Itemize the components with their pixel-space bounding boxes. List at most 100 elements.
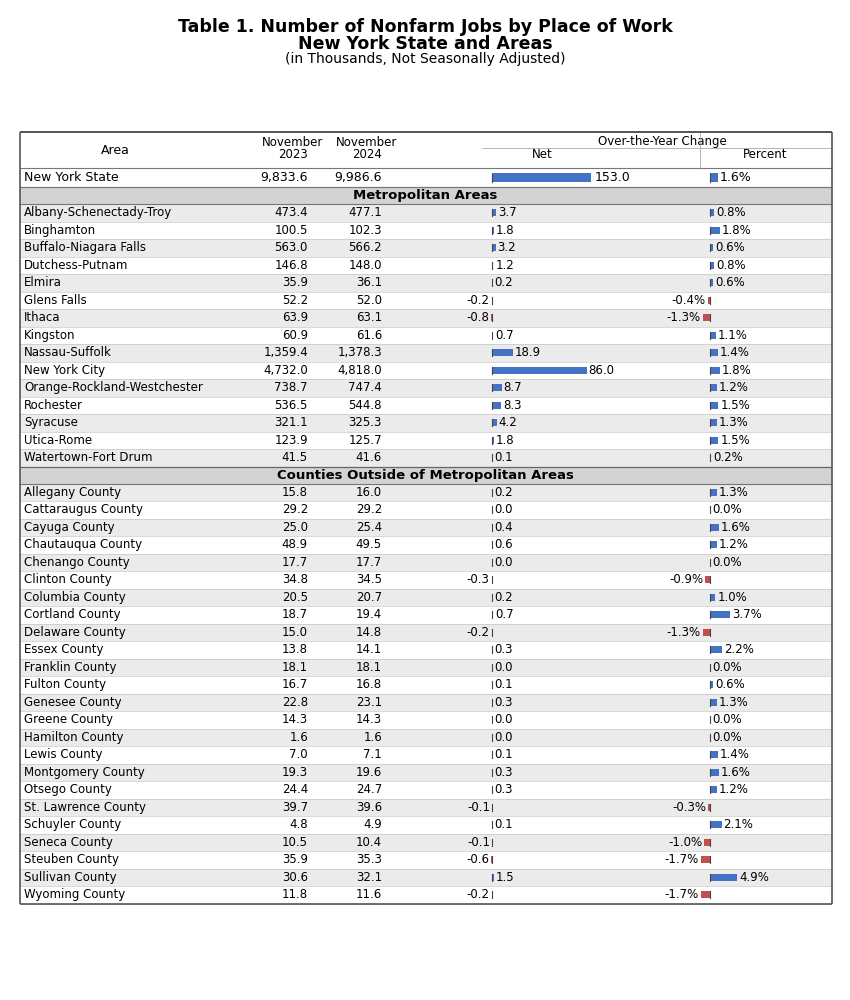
Text: 0.4: 0.4 <box>495 521 513 534</box>
Text: Lewis County: Lewis County <box>24 748 103 761</box>
Bar <box>710 646 722 653</box>
Bar <box>492 437 494 444</box>
Text: 18.9: 18.9 <box>515 346 541 359</box>
Bar <box>710 437 718 444</box>
Bar <box>20 536 832 554</box>
Bar <box>492 874 494 881</box>
Text: 63.1: 63.1 <box>356 311 382 324</box>
Text: 0.7: 0.7 <box>495 608 513 621</box>
Text: 16.0: 16.0 <box>356 486 382 499</box>
Text: 146.8: 146.8 <box>275 259 308 272</box>
Text: -0.6: -0.6 <box>467 853 490 866</box>
Bar <box>710 769 719 776</box>
Text: 321.1: 321.1 <box>275 416 308 429</box>
Text: Allegany County: Allegany County <box>24 486 121 499</box>
Text: 16.7: 16.7 <box>281 678 308 691</box>
Text: Glens Falls: Glens Falls <box>24 294 87 307</box>
Text: Montgomery County: Montgomery County <box>24 766 145 779</box>
Text: 18.1: 18.1 <box>282 661 308 674</box>
Text: 0.3: 0.3 <box>495 696 513 709</box>
Bar <box>710 524 719 531</box>
Text: New York State: New York State <box>24 171 119 184</box>
Bar <box>492 419 496 426</box>
Text: 0.6: 0.6 <box>495 538 513 551</box>
Bar <box>703 629 710 636</box>
Text: 0.0: 0.0 <box>494 556 513 569</box>
Text: 0.2: 0.2 <box>494 276 513 289</box>
Bar <box>710 611 730 618</box>
Text: 0.2: 0.2 <box>494 591 513 604</box>
Text: Binghamton: Binghamton <box>24 224 96 237</box>
Bar <box>20 239 832 256</box>
Bar <box>710 821 722 828</box>
Bar <box>710 681 713 688</box>
Text: -0.1: -0.1 <box>467 836 490 849</box>
Text: -1.7%: -1.7% <box>665 853 699 866</box>
Text: 18.7: 18.7 <box>282 608 308 621</box>
Text: -0.2: -0.2 <box>467 294 490 307</box>
Bar <box>492 209 496 216</box>
Text: 0.0%: 0.0% <box>712 731 741 744</box>
Text: -0.3%: -0.3% <box>672 801 706 814</box>
Text: 15.8: 15.8 <box>282 486 308 499</box>
Text: 0.3: 0.3 <box>495 766 513 779</box>
Bar <box>20 414 832 432</box>
Text: 9,986.6: 9,986.6 <box>335 171 382 184</box>
Text: 61.6: 61.6 <box>356 329 382 342</box>
Text: 0.8%: 0.8% <box>717 259 746 272</box>
Text: 477.1: 477.1 <box>348 206 382 219</box>
Text: 1.8: 1.8 <box>496 224 514 237</box>
Text: Elmira: Elmira <box>24 276 62 289</box>
Text: Rochester: Rochester <box>24 399 83 412</box>
Text: 1.6%: 1.6% <box>721 766 751 779</box>
Text: 2.2%: 2.2% <box>724 643 754 656</box>
Text: Delaware County: Delaware County <box>24 626 126 639</box>
Text: Chautauqua County: Chautauqua County <box>24 538 142 551</box>
Bar <box>710 874 737 881</box>
Text: Chenango County: Chenango County <box>24 556 130 569</box>
Bar <box>492 384 502 391</box>
Text: Buffalo-Niagara Falls: Buffalo-Niagara Falls <box>24 241 146 254</box>
Bar <box>20 868 832 886</box>
Text: Greene County: Greene County <box>24 713 113 726</box>
Bar <box>20 396 832 414</box>
Text: Cortland County: Cortland County <box>24 608 121 621</box>
Text: 14.1: 14.1 <box>356 643 382 656</box>
Bar <box>20 204 832 222</box>
Text: 4.9%: 4.9% <box>739 871 768 884</box>
Text: -0.9%: -0.9% <box>669 573 703 586</box>
Text: 24.4: 24.4 <box>281 783 308 796</box>
Text: Hamilton County: Hamilton County <box>24 731 123 744</box>
Text: 0.1: 0.1 <box>494 818 513 831</box>
Bar <box>20 466 832 484</box>
Text: 34.5: 34.5 <box>356 573 382 586</box>
Bar <box>710 349 717 356</box>
Text: 1.6%: 1.6% <box>720 171 751 184</box>
Text: Sullivan County: Sullivan County <box>24 871 116 884</box>
Text: 2024: 2024 <box>352 147 382 160</box>
Text: 1.8: 1.8 <box>496 434 514 447</box>
Text: Nassau-Suffolk: Nassau-Suffolk <box>24 346 112 359</box>
Text: 13.8: 13.8 <box>282 643 308 656</box>
Text: 1.3%: 1.3% <box>719 696 749 709</box>
Text: 125.7: 125.7 <box>348 434 382 447</box>
Text: Kingston: Kingston <box>24 329 76 342</box>
Text: (in Thousands, Not Seasonally Adjusted): (in Thousands, Not Seasonally Adjusted) <box>285 52 565 66</box>
Bar <box>20 711 832 728</box>
Text: Otsego County: Otsego County <box>24 783 112 796</box>
Text: 7.1: 7.1 <box>363 748 382 761</box>
Text: -1.3%: -1.3% <box>666 311 701 324</box>
Bar <box>710 751 717 758</box>
Text: -0.1: -0.1 <box>467 801 490 814</box>
Text: Watertown-Fort Drum: Watertown-Fort Drum <box>24 451 152 464</box>
Bar <box>700 856 710 863</box>
Bar <box>20 449 832 466</box>
Text: 25.0: 25.0 <box>282 521 308 534</box>
Text: 35.9: 35.9 <box>282 276 308 289</box>
Text: 23.1: 23.1 <box>356 696 382 709</box>
Bar <box>710 541 717 548</box>
Text: Genesee County: Genesee County <box>24 696 122 709</box>
Text: 3.2: 3.2 <box>497 241 516 254</box>
Text: St. Lawrence County: St. Lawrence County <box>24 801 146 814</box>
Bar <box>20 326 832 344</box>
